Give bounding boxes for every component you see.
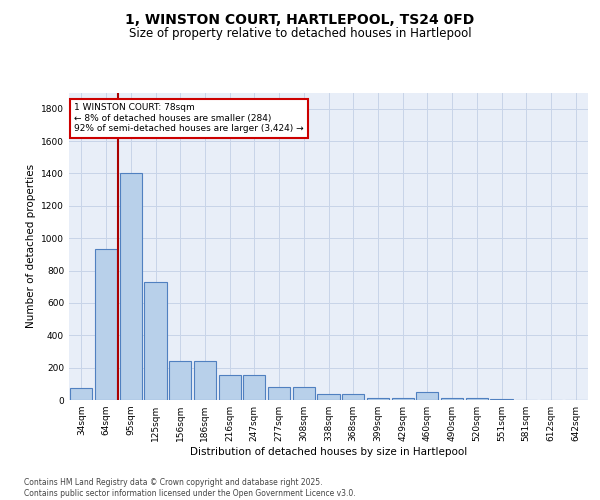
Bar (145, 282, 167, 400)
Bar (293, 387, 315, 400)
Bar (392, 398, 414, 400)
Bar (268, 387, 290, 400)
Bar (317, 394, 340, 400)
Bar (243, 375, 265, 400)
Bar (95, 250, 117, 400)
Y-axis label: Number of detached properties: Number of detached properties (26, 164, 35, 328)
Bar (342, 394, 364, 400)
Bar (218, 375, 241, 400)
Bar (119, 174, 142, 400)
Bar (70, 388, 92, 400)
Bar (367, 398, 389, 400)
Bar (169, 361, 191, 400)
Text: 1 WINSTON COURT: 78sqm
← 8% of detached houses are smaller (284)
92% of semi-det: 1 WINSTON COURT: 78sqm ← 8% of detached … (74, 104, 304, 133)
Bar (466, 398, 488, 400)
Text: 1, WINSTON COURT, HARTLEPOOL, TS24 0FD: 1, WINSTON COURT, HARTLEPOOL, TS24 0FD (125, 12, 475, 26)
Bar (490, 399, 512, 400)
X-axis label: Distribution of detached houses by size in Hartlepool: Distribution of detached houses by size … (190, 447, 467, 457)
Bar (416, 392, 439, 400)
Bar (194, 361, 216, 400)
Bar (441, 398, 463, 400)
Text: Size of property relative to detached houses in Hartlepool: Size of property relative to detached ho… (128, 28, 472, 40)
Text: Contains HM Land Registry data © Crown copyright and database right 2025.
Contai: Contains HM Land Registry data © Crown c… (24, 478, 356, 498)
